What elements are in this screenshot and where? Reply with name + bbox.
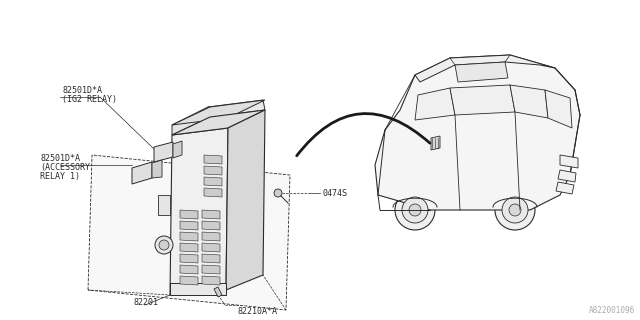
Polygon shape: [558, 170, 576, 182]
Polygon shape: [202, 254, 220, 263]
Circle shape: [502, 197, 528, 223]
Text: RELAY 1): RELAY 1): [40, 172, 80, 180]
Polygon shape: [132, 162, 152, 184]
Polygon shape: [204, 177, 222, 186]
Polygon shape: [180, 254, 198, 263]
Polygon shape: [180, 232, 198, 241]
Polygon shape: [202, 221, 220, 230]
Polygon shape: [173, 141, 182, 158]
Polygon shape: [170, 283, 226, 295]
Polygon shape: [204, 155, 222, 164]
Polygon shape: [450, 85, 515, 115]
Circle shape: [495, 190, 535, 230]
Polygon shape: [510, 85, 548, 118]
Polygon shape: [455, 62, 508, 82]
Polygon shape: [545, 90, 572, 128]
Circle shape: [509, 204, 521, 216]
Text: 82501D*A: 82501D*A: [62, 85, 102, 94]
Polygon shape: [202, 276, 220, 285]
Text: 82201: 82201: [133, 298, 158, 307]
Circle shape: [159, 240, 169, 250]
Polygon shape: [180, 243, 198, 252]
FancyArrowPatch shape: [297, 114, 430, 156]
Polygon shape: [202, 232, 220, 241]
Polygon shape: [172, 100, 265, 125]
Polygon shape: [172, 110, 265, 135]
Polygon shape: [88, 155, 290, 310]
Text: 82210A*A: 82210A*A: [237, 307, 277, 316]
Circle shape: [155, 236, 173, 254]
Text: 0474S: 0474S: [322, 188, 347, 197]
Polygon shape: [214, 287, 222, 297]
Polygon shape: [415, 88, 455, 120]
Circle shape: [402, 197, 428, 223]
Circle shape: [274, 189, 282, 197]
Polygon shape: [180, 276, 198, 285]
Polygon shape: [226, 110, 265, 290]
Text: (ACCESSORY: (ACCESSORY: [40, 163, 90, 172]
Polygon shape: [204, 188, 222, 197]
Polygon shape: [158, 195, 170, 215]
Polygon shape: [180, 210, 198, 219]
Polygon shape: [202, 210, 220, 219]
Polygon shape: [202, 265, 220, 274]
Circle shape: [409, 204, 421, 216]
Text: (IG2 RELAY): (IG2 RELAY): [62, 94, 117, 103]
Polygon shape: [556, 182, 574, 194]
Polygon shape: [172, 107, 210, 135]
Polygon shape: [415, 55, 555, 82]
Polygon shape: [431, 136, 440, 150]
Polygon shape: [180, 265, 198, 274]
Polygon shape: [202, 243, 220, 252]
Polygon shape: [154, 142, 173, 162]
Polygon shape: [204, 166, 222, 175]
Polygon shape: [180, 221, 198, 230]
Circle shape: [395, 190, 435, 230]
Polygon shape: [152, 160, 162, 178]
Text: 82501D*A: 82501D*A: [40, 154, 80, 163]
Polygon shape: [560, 155, 578, 168]
Text: A822001096: A822001096: [589, 306, 635, 315]
Polygon shape: [208, 100, 265, 117]
Polygon shape: [375, 55, 580, 210]
Polygon shape: [170, 128, 228, 295]
